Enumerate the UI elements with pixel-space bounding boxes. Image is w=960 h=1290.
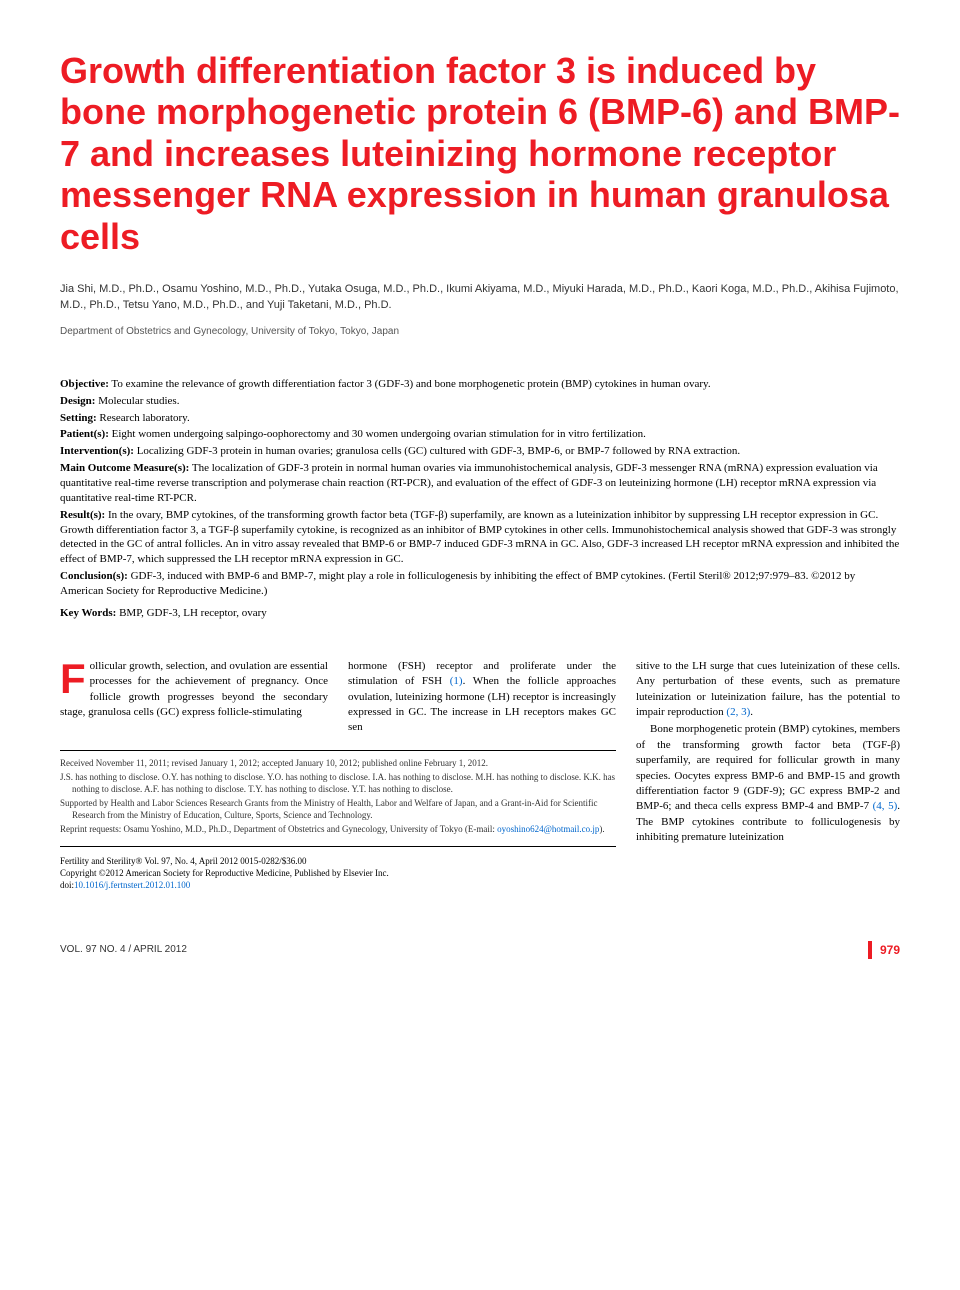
- body-text: sitive to the LH surge that cues luteini…: [636, 660, 900, 718]
- abstract-interventions: Intervention(s): Localizing GDF-3 protei…: [60, 444, 900, 459]
- footnote-disclosure: J.S. has nothing to disclose. O.Y. has n…: [60, 771, 616, 795]
- citation-link[interactable]: (4, 5): [873, 800, 898, 812]
- body-text: .: [750, 706, 753, 718]
- abstract-label: Result(s):: [60, 509, 105, 521]
- abstract-block: Objective: To examine the relevance of g…: [60, 377, 900, 599]
- citation-link[interactable]: (2, 3): [726, 706, 750, 718]
- abstract-text: To examine the relevance of growth diffe…: [109, 378, 711, 390]
- abstract-text: Molecular studies.: [95, 395, 179, 407]
- doi-link[interactable]: 10.1016/j.fertnstert.2012.01.100: [74, 880, 190, 890]
- abstract-text: Localizing GDF-3 protein in human ovarie…: [134, 445, 740, 457]
- footnote-reprint: Reprint requests: Osamu Yoshino, M.D., P…: [60, 823, 616, 835]
- abstract-label: Design:: [60, 395, 95, 407]
- abstract-objective: Objective: To examine the relevance of g…: [60, 377, 900, 392]
- email-link[interactable]: oyoshino624@hotmail.co.jp: [497, 824, 599, 834]
- abstract-label: Main Outcome Measure(s):: [60, 462, 189, 474]
- journal-doi: doi:10.1016/j.fertnstert.2012.01.100: [60, 879, 616, 891]
- dropcap: F: [60, 659, 90, 697]
- body-columns-left: Follicular growth, selection, and ovulat…: [60, 659, 616, 736]
- footnote-text: Reprint requests: Osamu Yoshino, M.D., P…: [60, 824, 497, 834]
- abstract-label: Setting:: [60, 412, 97, 424]
- body-p2: hormone (FSH) receptor and proliferate u…: [348, 659, 616, 736]
- journal-line1: Fertility and Sterility® Vol. 97, No. 4,…: [60, 855, 616, 867]
- body-p1: Follicular growth, selection, and ovulat…: [60, 659, 328, 721]
- authors-list: Jia Shi, M.D., Ph.D., Osamu Yoshino, M.D…: [60, 281, 900, 314]
- footnote-text: ).: [599, 824, 604, 834]
- abstract-design: Design: Molecular studies.: [60, 394, 900, 409]
- abstract-label: Patient(s):: [60, 428, 109, 440]
- footnote-received: Received November 11, 2011; revised Janu…: [60, 757, 616, 769]
- footnote-support: Supported by Health and Labor Sciences R…: [60, 797, 616, 821]
- abstract-text: GDF-3, induced with BMP-6 and BMP-7, mig…: [60, 570, 855, 597]
- journal-line2: Copyright ©2012 American Society for Rep…: [60, 867, 616, 879]
- journal-info: Fertility and Sterility® Vol. 97, No. 4,…: [60, 855, 616, 891]
- abstract-patients: Patient(s): Eight women undergoing salpi…: [60, 427, 900, 442]
- abstract-label: Conclusion(s):: [60, 570, 128, 582]
- abstract-text: Research laboratory.: [97, 412, 190, 424]
- body-column-right: sitive to the LH surge that cues luteini…: [636, 659, 900, 921]
- citation-link[interactable]: (1): [450, 675, 463, 687]
- abstract-label: Intervention(s):: [60, 445, 134, 457]
- abstract-text: BMP, GDF-3, LH receptor, ovary: [116, 607, 266, 619]
- abstract-text: In the ovary, BMP cytokines, of the tran…: [60, 509, 899, 566]
- body-p4: Bone morphogenetic protein (BMP) cytokin…: [636, 722, 900, 845]
- footer-issue: VOL. 97 NO. 4 / APRIL 2012: [60, 944, 187, 955]
- abstract-conclusions: Conclusion(s): GDF-3, induced with BMP-6…: [60, 569, 900, 599]
- page-number: 979: [880, 943, 900, 957]
- body-text: Bone morphogenetic protein (BMP) cytokin…: [636, 723, 900, 812]
- abstract-text: Eight women undergoing salpingo-oophorec…: [109, 428, 646, 440]
- body-and-footnotes: Follicular growth, selection, and ovulat…: [60, 659, 900, 921]
- footer-page: 979: [868, 941, 900, 959]
- page-footer: VOL. 97 NO. 4 / APRIL 2012 979: [60, 941, 900, 959]
- abstract-setting: Setting: Research laboratory.: [60, 411, 900, 426]
- abstract-outcome: Main Outcome Measure(s): The localizatio…: [60, 461, 900, 506]
- article-title: Growth differentiation factor 3 is induc…: [60, 50, 900, 257]
- footnotes: Received November 11, 2011; revised Janu…: [60, 750, 616, 847]
- abstract-results: Result(s): In the ovary, BMP cytokines, …: [60, 508, 900, 567]
- doi-label: doi:: [60, 880, 74, 890]
- abstract-label: Key Words:: [60, 607, 116, 619]
- abstract-label: Objective:: [60, 378, 109, 390]
- page-bar-icon: [868, 941, 872, 959]
- affiliation: Department of Obstetrics and Gynecology,…: [60, 326, 900, 337]
- body-p3: sitive to the LH surge that cues luteini…: [636, 659, 900, 721]
- abstract-keywords: Key Words: BMP, GDF-3, LH receptor, ovar…: [60, 607, 900, 619]
